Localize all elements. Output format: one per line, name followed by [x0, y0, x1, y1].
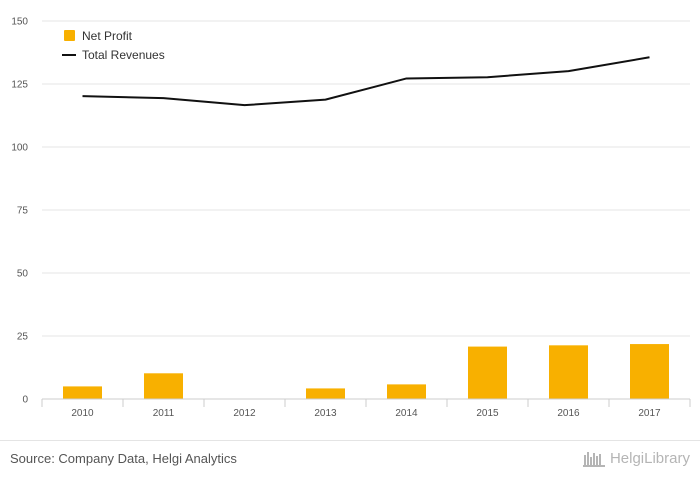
total-revenues-line-group: [82, 56, 650, 107]
library-books-icon: [582, 452, 605, 467]
legend: Net Profit Total Revenues: [62, 29, 165, 62]
total-revenues-line: [82, 56, 650, 107]
x-tick-label-2015: 2015: [476, 408, 499, 419]
y-tick-label: 0: [22, 395, 28, 406]
x-tick-label-2012: 2012: [233, 408, 256, 419]
y-tick-label: 25: [17, 332, 29, 343]
x-tick-label-2017: 2017: [638, 408, 661, 419]
x-tick-label-2013: 2013: [314, 408, 337, 419]
legend-label-net-profit: Net Profit: [82, 29, 133, 43]
helgi-library-logo: HelgiLibrary: [582, 449, 690, 467]
footer: Source: Company Data, Helgi Analytics He…: [0, 440, 700, 483]
net-profit-bar-2010: [63, 386, 102, 399]
net-profit-bar-2017: [630, 344, 669, 399]
net-profit-bar-2016: [549, 345, 588, 399]
net-profit-bar-2011: [144, 373, 183, 399]
x-tick-label-2010: 2010: [71, 408, 94, 419]
net-profit-bar-2015: [468, 346, 507, 399]
y-tick-label: 100: [11, 143, 28, 154]
y-axis-ticks: 150 125 100 75 50 25 0: [11, 17, 28, 406]
net-profit-bar-2014: [387, 384, 426, 399]
x-tick-label-2014: 2014: [395, 408, 418, 419]
legend-swatch-net-profit: [64, 30, 75, 41]
y-tick-label: 75: [17, 206, 29, 217]
net-profit-bar-2013: [306, 388, 345, 399]
gridlines: [42, 20, 690, 337]
legend-label-total-revenues: Total Revenues: [82, 48, 165, 62]
x-tick-label-2011: 2011: [153, 408, 175, 419]
y-tick-label: 125: [11, 80, 28, 91]
x-tick-label-2016: 2016: [557, 408, 580, 419]
x-axis-ticks: 2010 2011 2012 2013 2014 2015 2016 2017: [41, 399, 691, 419]
y-tick-label: 50: [17, 269, 29, 280]
net-profit-bars: [63, 344, 669, 399]
logo-text: HelgiLibrary: [609, 449, 690, 467]
source-note: Source: Company Data, Helgi Analytics: [10, 451, 237, 466]
y-tick-label: 150: [11, 17, 28, 28]
